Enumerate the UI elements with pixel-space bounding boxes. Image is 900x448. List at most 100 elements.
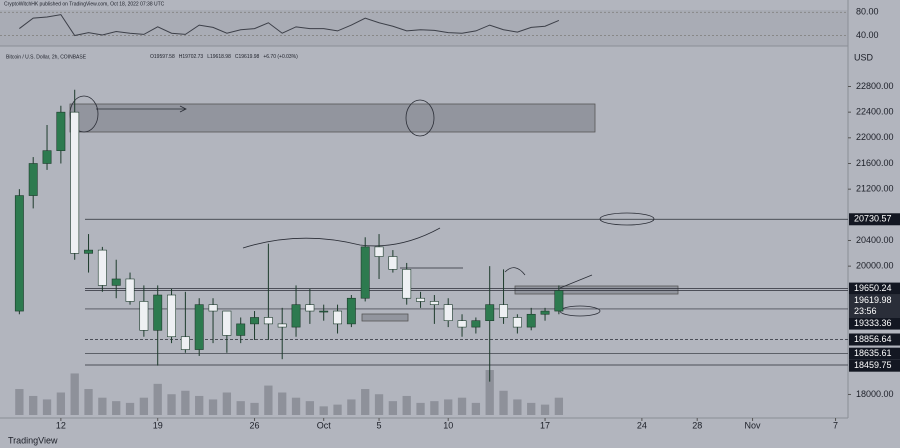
level-label: 18856.64 (854, 334, 892, 344)
candle-body (167, 294, 176, 338)
candle-body (14, 195, 24, 312)
level-label-box (849, 294, 900, 318)
candle-body (28, 163, 38, 196)
rsi-line (19, 14, 560, 37)
candle-body (554, 290, 564, 312)
candle-body (139, 301, 149, 331)
candle-body (512, 317, 522, 328)
volume-bar (70, 373, 79, 415)
level-label-box (849, 347, 900, 360)
candle-body (374, 246, 384, 257)
candle-body (360, 246, 370, 299)
candle-body (208, 304, 218, 312)
candle-body (291, 304, 301, 328)
drawings (69, 95, 679, 322)
rsi-tick-label: 40.00 (856, 30, 879, 40)
x-tick-label: 12 (56, 420, 66, 430)
volume-bar (388, 401, 398, 415)
level-label-box (849, 317, 900, 330)
volume-bar (167, 394, 176, 415)
volume-bar (444, 399, 453, 415)
candle-body (70, 111, 80, 254)
candle-body (250, 317, 259, 325)
candle-body (305, 304, 315, 312)
y-tick-label: 20400.00 (856, 235, 894, 245)
candle-body (540, 310, 550, 315)
level-label-box (849, 333, 900, 346)
x-tick-label: 19 (153, 420, 163, 430)
countdown: 23:56 (854, 306, 877, 316)
ohlc-value: C19619.98 (235, 54, 260, 60)
candle-body (56, 111, 66, 151)
volume-bar (153, 383, 162, 415)
candle-body (236, 323, 246, 336)
volume-bar (181, 390, 190, 415)
ohlc-value: O19597.58 (150, 54, 175, 60)
arrow (96, 105, 187, 113)
candle-body (263, 317, 273, 325)
volume-bar (457, 397, 467, 415)
volume-bar (208, 399, 218, 415)
y-tick-label: 22400.00 (856, 107, 894, 117)
volume-bar (485, 370, 494, 415)
y-tick-label: 21200.00 (856, 184, 894, 194)
volume-bar (402, 395, 411, 415)
volume-bar (29, 395, 38, 415)
volume-bar (347, 399, 356, 415)
y-tick-label: 21600.00 (856, 158, 894, 168)
x-tick-label: 5 (377, 420, 382, 430)
volume-bar (222, 392, 232, 415)
symbol: Bitcoin / U.S. Dollar, 2h, COINBASE (6, 54, 87, 60)
volume-bar (305, 401, 315, 415)
curve (504, 267, 593, 289)
volume-bar (278, 392, 287, 415)
x-tick-label: 24 (637, 420, 647, 430)
level-label: 19333.36 (854, 318, 892, 328)
level-label: 19619.98 (854, 295, 892, 305)
footer: TradingView (8, 435, 58, 445)
volume-bar (15, 389, 24, 415)
candle-body (471, 320, 481, 328)
volume-bar (430, 401, 439, 415)
candle-body (194, 304, 204, 350)
candle-body (346, 297, 356, 325)
zone (69, 103, 596, 133)
volume-bar (236, 401, 245, 415)
candle-body (333, 310, 342, 325)
candle-body (443, 304, 453, 321)
volume-bar (513, 399, 522, 415)
level-label: 18459.75 (854, 360, 892, 370)
volume-bar (319, 406, 328, 415)
candle-body (222, 310, 232, 336)
volume-bar (139, 397, 149, 415)
x-tick-label: Nov (745, 420, 762, 430)
volume-bar (112, 401, 121, 415)
candle-body (416, 297, 425, 302)
ohlc-value: L19618.98 (207, 54, 231, 60)
candle-body (526, 313, 536, 328)
ohlc-value: +6.70 (+0.03%) (263, 54, 298, 60)
level-label-box (849, 213, 900, 226)
candle-body (388, 256, 398, 270)
volume-bar (98, 397, 107, 415)
y-tick-label: 18000.00 (856, 389, 894, 399)
candle-body (457, 320, 467, 328)
candle-body (125, 278, 135, 302)
candle-body (97, 249, 107, 286)
volume-bar (471, 402, 481, 415)
rsi-tick-label: 80.00 (856, 7, 879, 17)
level-label-box (849, 359, 900, 372)
y-tick-label: 20000.00 (856, 261, 894, 271)
y-tick-label: 22000.00 (856, 132, 894, 142)
volume-bar (125, 402, 135, 415)
volume-bar (527, 402, 536, 415)
candle-body (277, 323, 287, 328)
level-label: 19650.24 (854, 283, 892, 293)
volume-bar (374, 394, 384, 415)
circle (405, 99, 435, 137)
x-tick-label: 26 (250, 420, 260, 430)
circle (69, 95, 99, 133)
y-tick-label: 22800.00 (856, 81, 894, 91)
zone (361, 313, 409, 322)
